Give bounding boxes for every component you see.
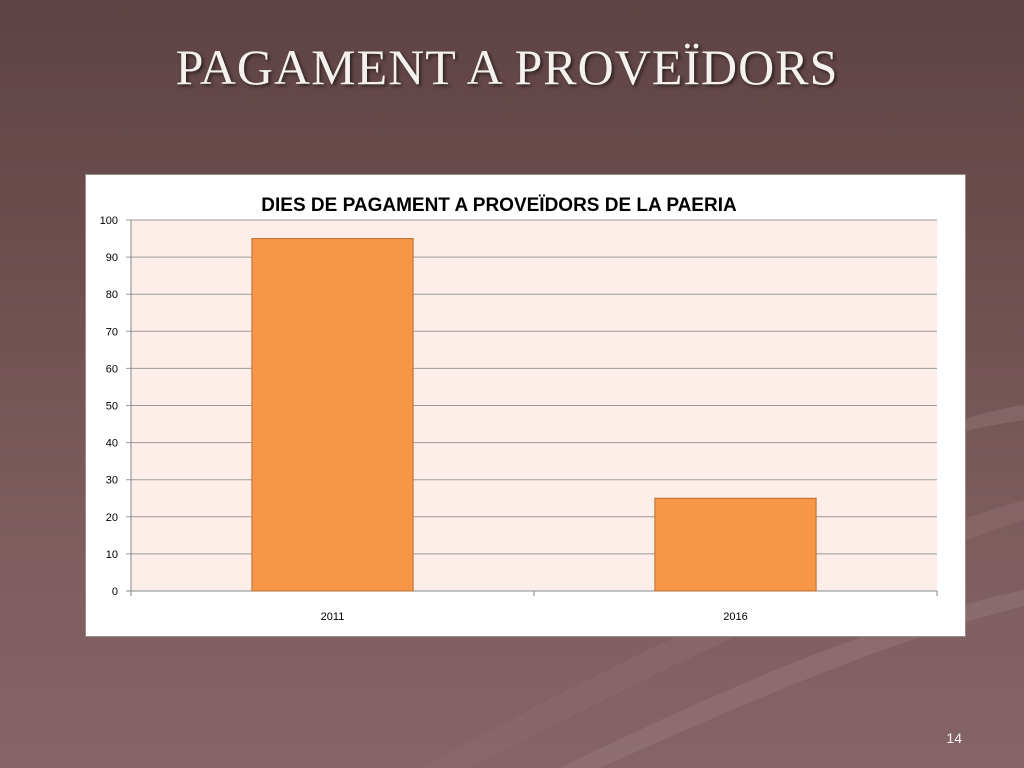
slide-number: 14 [946,730,962,746]
y-tick-label: 90 [106,252,118,264]
chart-container: 0 10 20 30 40 50 60 70 80 90 100 2011 2016 DIES DE … [85,174,966,637]
y-tick-label: 50 [106,401,118,413]
x-tick-label: 2016 [723,611,747,623]
x-tick-label: 2011 [321,611,345,623]
slide-title: PAGAMENT A PROVEÏDORS [175,39,839,95]
y-tick-label: 80 [106,289,118,301]
y-tick-label: 0 [112,586,118,598]
bar-2016 [654,497,817,592]
bar-chart: 0 10 20 30 40 50 60 70 80 90 100 2011 2016 DIES DE … [100,195,938,623]
x-axis: 2011 2016 [130,591,938,623]
y-tick-label: 20 [106,512,118,524]
y-tick-label: 10 [106,549,118,561]
y-tick-label: 70 [106,326,118,338]
y-axis-tick-labels: 0 10 20 30 40 50 60 70 80 90 100 [100,215,118,598]
y-tick-label: 100 [100,215,118,227]
bars [251,238,817,592]
bar-2011 [251,238,414,592]
y-tick-label: 30 [106,475,118,487]
chart-title: DIES DE PAGAMENT A PROVEÏDORS DE LA PAER… [261,195,737,216]
y-tick-label: 40 [106,438,118,450]
y-tick-label: 60 [106,363,118,375]
